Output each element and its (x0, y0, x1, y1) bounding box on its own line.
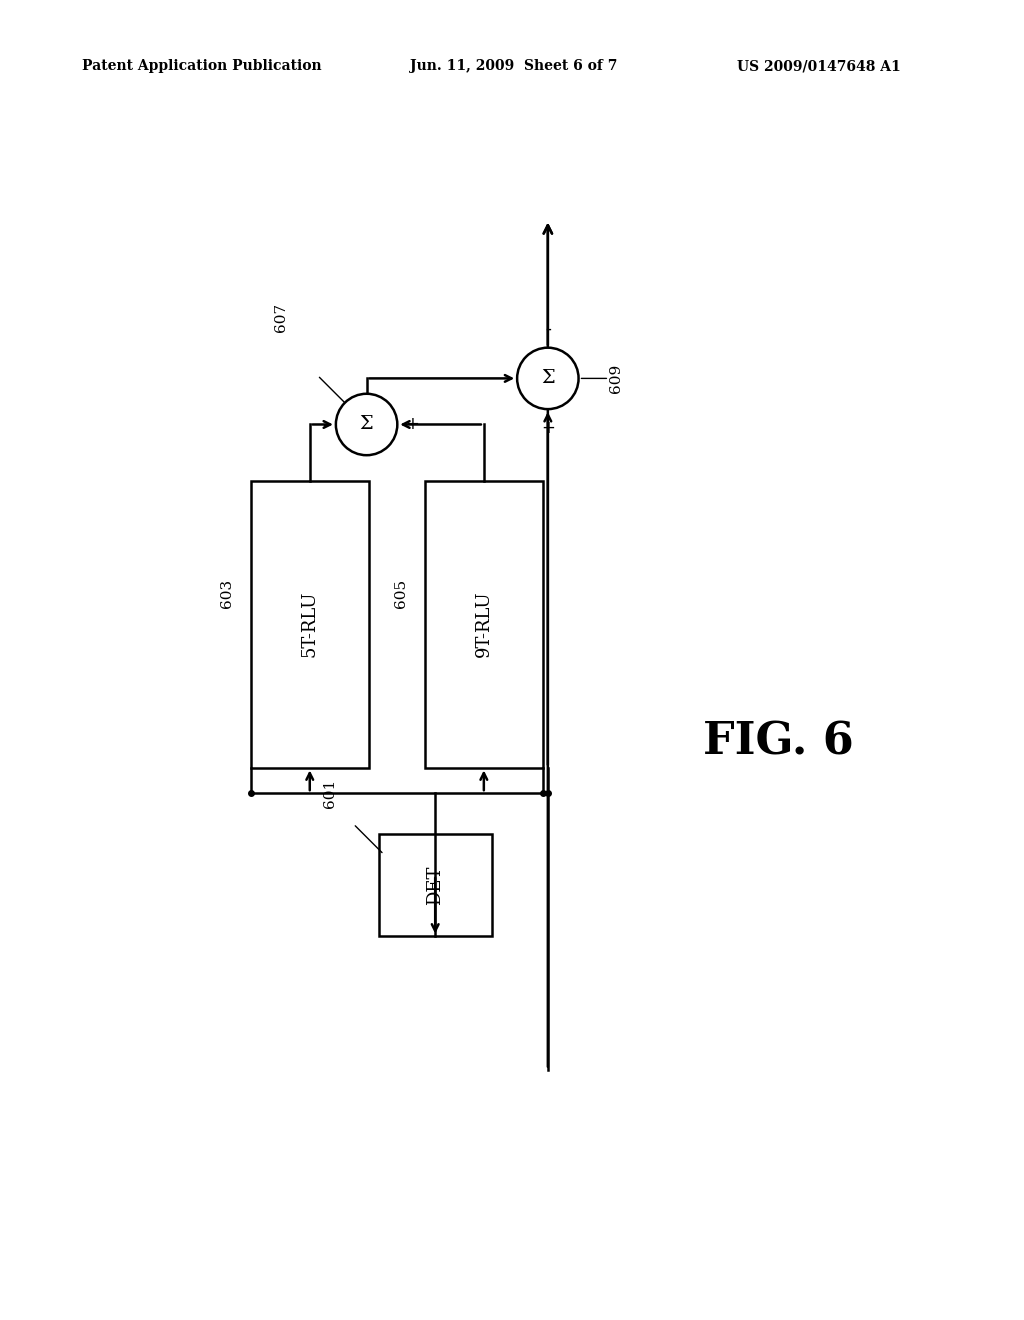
Text: Σ: Σ (541, 370, 555, 387)
Text: Patent Application Publication: Patent Application Publication (82, 59, 322, 74)
Text: 9T-RLU: 9T-RLU (475, 591, 493, 657)
Bar (379, 834, 492, 936)
Text: Jun. 11, 2009  Sheet 6 of 7: Jun. 11, 2009 Sheet 6 of 7 (410, 59, 617, 74)
Text: Σ: Σ (359, 416, 374, 433)
Text: 603: 603 (220, 579, 234, 609)
Bar (251, 480, 369, 767)
Text: -: - (322, 416, 328, 433)
Text: 609: 609 (609, 364, 624, 393)
Bar (425, 480, 543, 767)
Text: 605: 605 (394, 579, 409, 609)
Text: -: - (545, 319, 551, 338)
Text: +: + (406, 416, 420, 433)
Text: 601: 601 (323, 779, 337, 808)
Circle shape (517, 347, 579, 409)
Text: US 2009/0147648 A1: US 2009/0147648 A1 (737, 59, 901, 74)
Circle shape (336, 393, 397, 455)
Text: +: + (541, 420, 555, 437)
Text: 607: 607 (274, 304, 289, 333)
Text: 5T-RLU: 5T-RLU (301, 591, 318, 657)
Text: DET: DET (426, 866, 444, 906)
Text: FIG. 6: FIG. 6 (702, 721, 854, 763)
